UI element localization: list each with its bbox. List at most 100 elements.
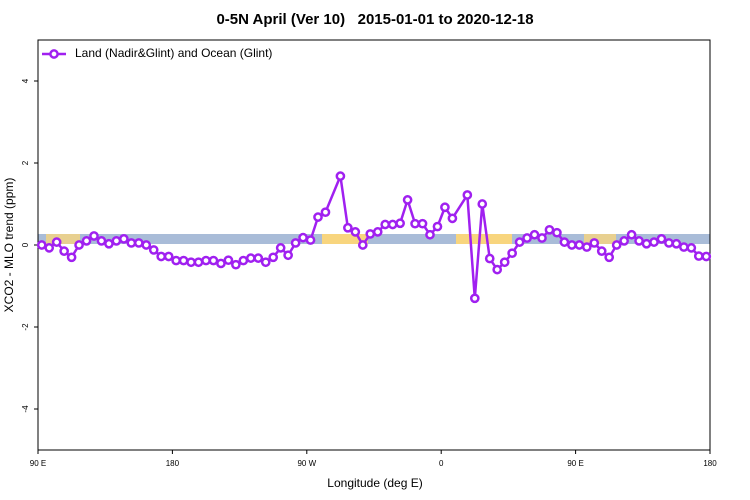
data-point [231,259,241,270]
data-point [626,229,637,240]
data-point [387,219,398,230]
data-point [290,238,301,248]
data-point [357,240,368,250]
data-point [574,240,585,250]
data-point [402,195,413,205]
x-tick-label: 90 W [297,459,316,468]
data-point [537,233,547,243]
data-point [522,233,532,243]
data-point [611,240,622,250]
data-point [656,234,667,244]
y-tick-label: 0 [21,242,30,247]
x-axis-label: Longitude (deg E) [327,476,422,490]
x-tick-label: 90 E [30,459,46,468]
data-point [425,229,435,240]
data-point [36,240,47,250]
data-point [477,199,488,209]
data-point [581,242,592,252]
data-point [552,227,562,238]
data-point [133,238,144,248]
land-band [584,234,616,244]
data-point [350,227,361,237]
data-point [59,246,69,256]
data-point [96,236,107,246]
data-point [671,238,682,249]
data-point [104,238,114,249]
data-point [417,218,428,229]
data-point [701,251,712,262]
data-point [440,202,450,213]
legend-label: Land (Nadir&Glint) and Ocean (Glint) [75,46,272,60]
data-point [141,240,152,250]
data-point [74,240,84,250]
data-point [89,231,99,241]
data-point [469,293,480,304]
data-point [462,190,473,200]
data-point [514,237,525,247]
data-point [484,253,495,264]
data-point [529,229,540,240]
data-point [395,218,405,229]
land-band [322,234,368,244]
data-point [365,229,376,239]
data-point [559,237,570,247]
data-point [619,236,629,246]
data-point [320,207,331,218]
surface-band [38,234,710,244]
legend-marker [49,49,59,59]
x-tick-label: 0 [439,459,444,468]
x-tick-label: 180 [166,459,180,468]
x-tick-label: 90 E [567,459,583,468]
data-point [604,252,615,263]
data-point [126,238,137,248]
data-point [171,255,181,266]
data-point [238,255,249,266]
data-point [372,227,383,237]
data-point [51,237,62,247]
data-point [298,232,308,243]
chart-title: 0-5N April (Ver 10) 2015-01-01 to 2020-1… [216,11,533,28]
data-point [567,240,577,250]
data-point [253,253,264,263]
data-point [649,237,659,247]
data-point [634,236,644,246]
data-point [335,171,346,181]
data-point [119,234,129,244]
land-band [456,234,512,244]
data-point [492,264,503,275]
data-point [275,243,286,253]
data-point [81,236,92,246]
data-point [679,242,689,252]
y-axis-label: XCO2 - MLO trend (ppm) [2,178,16,313]
data-point [589,238,600,248]
data-point [432,221,443,232]
data-point [693,251,704,261]
ocean-band [38,234,710,244]
data-point [499,257,510,268]
data-point [641,238,652,249]
y-tick-label: -2 [21,323,30,331]
data-point [156,251,167,262]
data-point [193,257,204,268]
data-point [447,213,458,224]
data-point [66,252,77,263]
data-point [178,255,189,266]
data-point [313,212,323,222]
y-tick-label: 2 [21,160,30,165]
data-point [148,245,159,255]
data-point [44,243,55,253]
data-point [507,248,517,259]
data-point [260,257,271,268]
y-tick-label: 4 [21,78,30,83]
data-point [283,250,293,261]
data-point [664,238,674,248]
y-tick-label: -4 [21,405,30,413]
data-point [686,243,697,253]
data-point [380,219,391,230]
x-tick-label: 180 [703,459,717,468]
data-point [343,222,353,233]
data-point [111,236,122,246]
data-point [305,235,316,245]
data-point [544,224,555,235]
data-point [410,218,420,229]
